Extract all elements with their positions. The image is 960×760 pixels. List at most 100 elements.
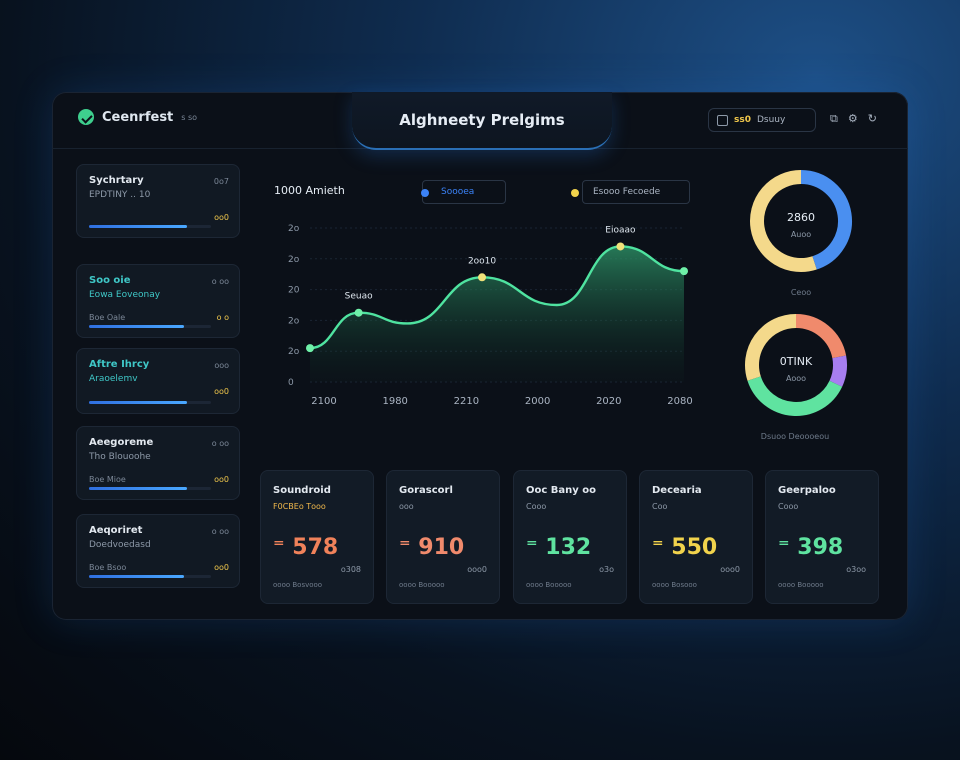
donut-center-value: 0TINK: [780, 355, 813, 368]
copy-icon[interactable]: ⧉: [830, 112, 838, 125]
dashboard-window: Ceenrfest ꜱ ꜱᴏ Alghneety Prelgims ꜱꜱ0 Ds…: [52, 92, 908, 620]
sidebar-card-foot: Boe Oale: [89, 313, 126, 322]
metric-sub: Cᴏᴏ: [652, 502, 668, 511]
progress-fill: [89, 225, 187, 228]
progress-fill: [89, 575, 185, 578]
metric-card[interactable]: Geerpaloᴏ Cᴏᴏᴏ ⁼ 398 ᴏ3ᴏᴏ ᴏᴏᴏᴏ Boᴏᴏᴏᴏ: [765, 470, 879, 604]
donut-chart-1[interactable]: 2860 Auoo Ceoo: [746, 166, 856, 297]
metric-card[interactable]: Decearia Cᴏᴏ ⁼ 550 ᴏᴏᴏ0 ᴏᴏᴏᴏ Bosᴏᴏᴏ: [639, 470, 753, 604]
sidebar-card-sub: Eowa Eoveonay: [89, 290, 161, 300]
metric-card[interactable]: Ooc Bany ᴏᴏ Cᴏᴏᴏ ⁼ 132 ᴏ3ᴏ ᴏᴏᴏᴏ Booᴏᴏᴏ: [513, 470, 627, 604]
donut-slice: [747, 376, 843, 416]
legend-item-2[interactable]: Esooo Fecoede: [571, 180, 690, 204]
progress-fill: [89, 325, 185, 328]
donut-slice: [829, 355, 847, 387]
sidebar-card-value: ᴏᴏ0: [214, 563, 229, 572]
sidebar-card-sub: EPDTINY .. 10: [89, 190, 151, 200]
data-label: Eioaao: [605, 225, 636, 235]
progress-bar: [89, 575, 211, 578]
legend-label: Esooo Fecoede: [593, 187, 661, 197]
donut-chart-2[interactable]: 0TINK Aooo Dsuoo Deoooeou: [740, 310, 852, 442]
metric-change: ᴏᴏᴏ0: [720, 565, 740, 574]
brand-name: Ceenrfest: [102, 109, 174, 125]
metric-foot: ᴏᴏᴏᴏ Boᴏᴏᴏᴏ: [778, 581, 824, 589]
metric-arrow-icon: ⁼: [778, 535, 798, 560]
sidebar-card-title: Aftre Ihrcy: [89, 359, 150, 370]
donut-caption: Ceoo: [790, 288, 812, 297]
donut-slice: [800, 170, 852, 270]
metric-foot: ᴏᴏᴏᴏ Bosvᴏᴏᴏ: [273, 581, 323, 589]
sidebar-card[interactable]: Aeegoreme Tho Blouoohe ᴏ ᴏᴏ Boe Mioe ᴏᴏ0: [76, 426, 240, 500]
progress-bar: [89, 487, 211, 490]
sidebar-card-value: ᴏᴏ0: [214, 213, 229, 222]
sidebar-card-title: Soo oie: [89, 275, 131, 286]
header-actions: ⧉ ⚙ ↻: [830, 112, 877, 126]
sidebar-card[interactable]: Sychrtary EPDTINY .. 10 0ᴏ7 ᴏᴏ0: [76, 164, 240, 238]
data-point: [306, 344, 314, 353]
gear-icon[interactable]: ⚙: [847, 112, 858, 125]
donut-slice: [795, 314, 847, 359]
metric-change: ᴏᴏᴏ0: [467, 565, 487, 574]
legend-item-1[interactable]: Soooea: [421, 180, 506, 204]
metric-number: 132: [545, 535, 592, 560]
metric-sub: ᴏᴏᴏ: [399, 502, 414, 511]
area-fill: [310, 246, 684, 382]
metric-value: ⁼ 578: [273, 535, 338, 560]
sidebar-card-badge: ᴏ ᴏᴏ: [211, 277, 229, 286]
y-tick-label: 0: [288, 378, 294, 388]
y-tick-label: 2ᴏ: [288, 316, 300, 326]
sidebar-card[interactable]: Aftre Ihrcy Araoelemv ᴏᴏᴏ ᴏᴏ0: [76, 348, 240, 414]
metric-value: ⁼ 398: [778, 535, 843, 560]
donut-center-label: Aooo: [786, 374, 806, 383]
x-tick-label: 1980: [382, 396, 407, 407]
metric-arrow-icon: ⁼: [652, 535, 672, 560]
data-points: [306, 242, 688, 353]
metric-change: ᴏ308: [340, 565, 361, 574]
metric-foot: ᴏᴏᴏᴏ Bosᴏᴏᴏ: [652, 581, 697, 589]
brand[interactable]: Ceenrfest ꜱ ꜱᴏ: [78, 109, 197, 125]
chart-title: 1000 Amieth: [274, 184, 345, 197]
metric-title: Gorascorl: [399, 485, 453, 496]
donut-slice: [750, 170, 817, 272]
sidebar-card-badge: ᴏ ᴏᴏ: [211, 527, 229, 536]
area-chart: 0 2ᴏ 2ᴏ 20 2ᴏ 2ᴏ 2100 1980 2210 2000 2020 2080 Seu…: [288, 224, 693, 407]
metric-card[interactable]: Gorascorl ᴏᴏᴏ ⁼ 910 ᴏᴏᴏ0 ᴏᴏᴏᴏ Boᴏᴏᴏᴏ: [386, 470, 500, 604]
refresh-icon[interactable]: ↻: [867, 112, 877, 125]
check-circle-icon: [78, 109, 94, 125]
date-selector-label: Dsuuy: [756, 115, 786, 125]
sidebar-card-title: Aeqoriret: [89, 525, 143, 536]
sidebar-card-badge: 0ᴏ7: [213, 177, 229, 186]
sidebar-card-value: ᴏᴏ0: [214, 387, 229, 396]
x-tick-label: 2100: [311, 396, 336, 407]
page-title: Alghneety Prelgims: [399, 111, 565, 129]
data-label: 2ᴏᴏ10: [468, 256, 496, 266]
sidebar-card[interactable]: Aeqoriret Doedvoedasd ᴏ ᴏᴏ Boe Bsoo ᴏᴏ0: [76, 514, 240, 588]
sidebar-card-title: Sychrtary: [89, 175, 144, 186]
metric-number: 578: [292, 535, 339, 560]
progress-bar: [89, 225, 211, 228]
progress-bar: [89, 401, 211, 404]
metric-number: 398: [797, 535, 844, 560]
y-tick-label: 2ᴏ: [288, 224, 300, 234]
top-bar: Ceenrfest ꜱ ꜱᴏ Alghneety Prelgims ꜱꜱ0 Ds…: [52, 92, 908, 150]
sidebar-card-badge: ᴏ ᴏᴏ: [211, 439, 229, 448]
progress-fill: [89, 401, 187, 404]
legend-dot-blue: [421, 189, 429, 197]
x-tick-label: 2080: [667, 396, 692, 407]
sidebar-card-value: ᴏᴏ0: [214, 475, 229, 484]
metric-foot: ᴏᴏᴏᴏ Boᴏᴏᴏᴏ: [399, 581, 445, 589]
y-tick-label: 2ᴏ: [288, 255, 300, 265]
sidebar-card-sub: Tho Blouoohe: [89, 452, 151, 462]
metric-card[interactable]: Soundroid F0CBEᴏ Tᴏᴏᴏ ⁼ 578 ᴏ308 ᴏᴏᴏᴏ Bo…: [260, 470, 374, 604]
metric-title: Soundroid: [273, 485, 331, 496]
sidebar-card-value: ᴏ ᴏ: [216, 313, 229, 322]
metric-change: ᴏ3ᴏ: [599, 565, 614, 574]
date-selector[interactable]: ꜱꜱ0 Dsuuy: [708, 108, 816, 132]
x-tick-label: 2020: [596, 396, 621, 407]
legend-dot-yellow: [571, 189, 579, 197]
metric-title: Geerpaloᴏ: [778, 485, 836, 496]
sidebar-card[interactable]: Soo oie Eowa Eoveonay ᴏ ᴏᴏ Boe Oale ᴏ ᴏ: [76, 264, 240, 338]
y-axis: 0 2ᴏ 2ᴏ 20 2ᴏ 2ᴏ: [288, 224, 300, 388]
x-tick-label: 2000: [525, 396, 550, 407]
date-selector-value: ꜱꜱ0: [734, 115, 751, 125]
